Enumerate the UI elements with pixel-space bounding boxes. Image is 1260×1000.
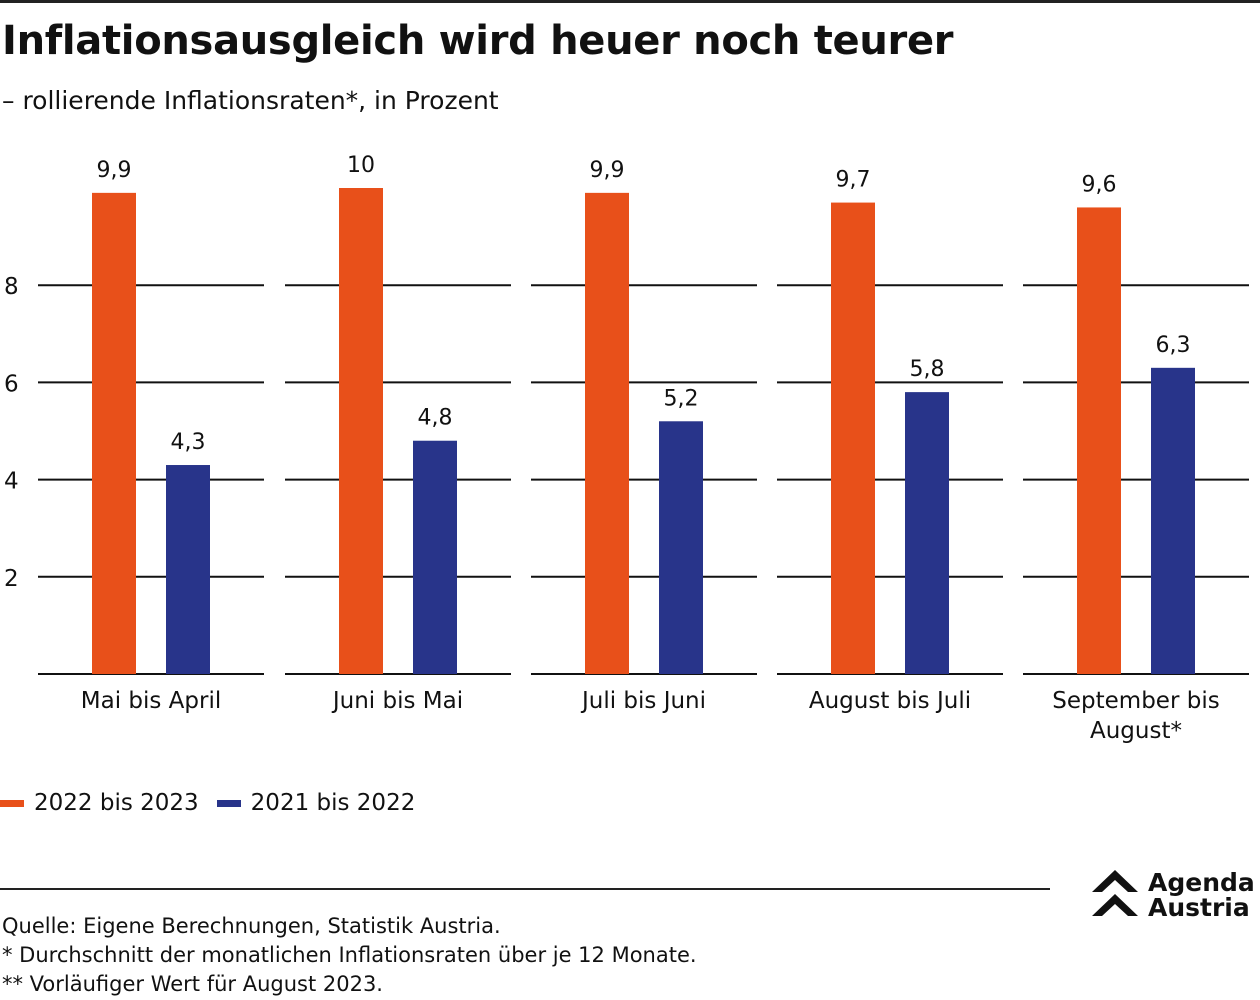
logo-chevron-icon [1092,870,1138,916]
logo-line-2: Austria [1148,893,1250,922]
data-label: 5,8 [910,357,945,382]
chart-title: Inflationsausgleich wird heuer noch teur… [2,18,954,64]
data-label: 9,6 [1082,172,1117,197]
logo-text: Agenda Austria [1148,870,1255,920]
legend-label-2022: 2022 bis 2023 [34,790,199,816]
data-label: 6,3 [1156,333,1191,358]
data-label: 4,8 [418,406,453,431]
legend-swatch-2021 [216,799,241,807]
x-category-label: August bis Juli [809,688,971,714]
y-tick-label: 6 [4,371,19,397]
y-tick-label: 4 [4,469,19,495]
bar [413,440,457,674]
bar [166,465,210,674]
legend-label-2021: 2021 bis 2022 [250,790,416,816]
footnote-2: ** Vorläufiger Wert für August 2023. [2,972,383,996]
x-category-label: Mai bis April [81,688,222,714]
x-category-label: August* [1090,718,1182,744]
x-category-label: September bis [1052,688,1219,714]
x-category-label: Juni bis Mai [331,688,463,714]
bar [92,192,136,675]
legend-item-2022: 2022 bis 2023 [0,790,199,816]
bar [339,188,383,674]
data-label: 9,7 [836,168,871,193]
data-label: 9,9 [590,158,625,183]
bar [1151,367,1195,674]
legend-swatch-2022 [0,799,24,807]
logo-line-1: Agenda [1148,868,1255,897]
chart-subtitle: – rollierende Inflationsraten*, in Proze… [2,86,499,115]
bar [659,421,703,674]
top-rule [0,0,1260,3]
agenda-austria-logo: Agenda Austria [1090,868,1260,924]
footer-rule [0,888,1050,890]
bar [1077,207,1121,674]
bar [905,392,949,674]
footnote-1: * Durchschnitt der monatlichen Inflation… [2,943,697,967]
data-label: 5,2 [664,386,699,411]
legend: 2022 bis 2023 2021 bis 2022 [0,786,433,820]
legend-item-2021: 2021 bis 2022 [216,790,416,816]
y-tick-label: 8 [4,274,19,300]
x-category-label: Juli bis Juni [580,688,706,714]
bar [585,192,629,675]
data-label: 4,3 [171,430,206,455]
source-note: Quelle: Eigene Berechnungen, Statistik A… [2,914,501,938]
footnotes: Quelle: Eigene Berechnungen, Statistik A… [2,912,697,999]
bar [831,202,875,674]
bar-chart: 2 4 6 8 9,9 10 9,9 9,7 9,6 4,3 4,8 5,2 5,8 6,3 Mai bis… [4,153,1249,744]
data-label: 9,9 [97,158,132,183]
y-tick-label: 2 [4,566,19,592]
data-label: 10 [347,153,375,178]
